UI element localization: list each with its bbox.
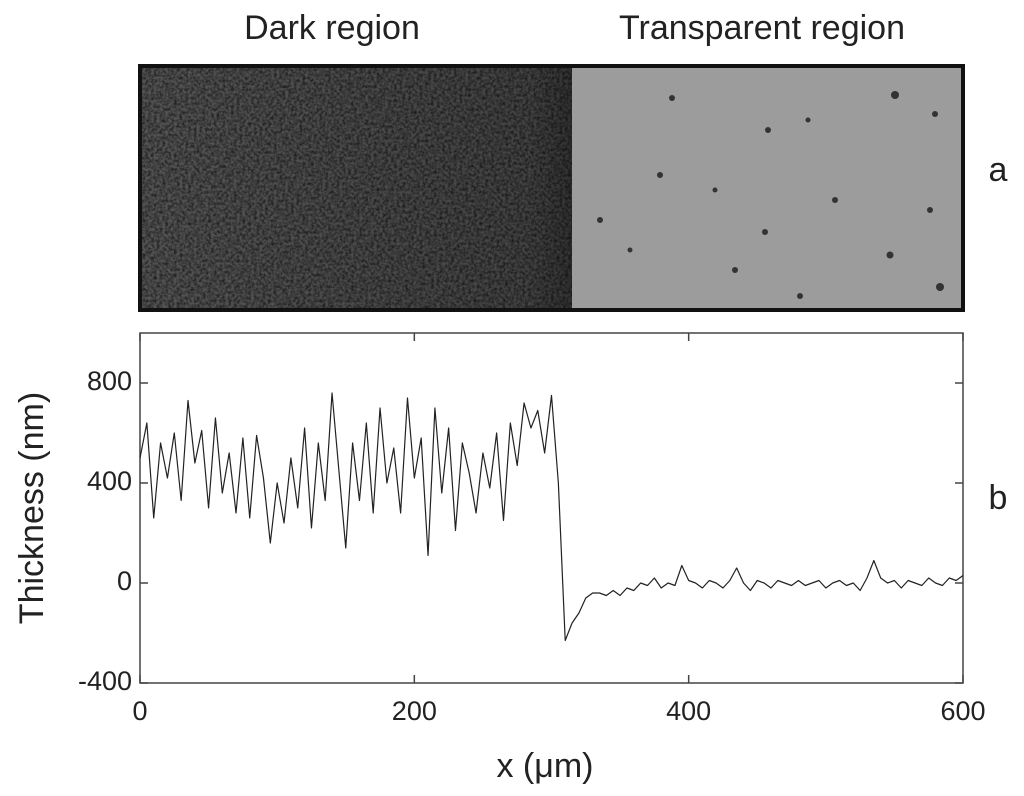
- x-axis-label: x (μm): [496, 747, 593, 785]
- y-tick-label: 0: [117, 566, 132, 596]
- y-tick-label: 400: [87, 466, 132, 496]
- region-label: Dark region: [244, 9, 420, 47]
- x-tick-label: 200: [392, 696, 437, 726]
- micrograph: [138, 64, 965, 312]
- x-tick-label: 0: [132, 696, 147, 726]
- panel-label: b: [989, 479, 1008, 517]
- panel-label: a: [989, 151, 1008, 189]
- region-label: Transparent region: [619, 9, 905, 47]
- x-tick-label: 600: [940, 696, 985, 726]
- y-axis-label: Thickness (nm): [13, 392, 51, 624]
- y-tick-label: 800: [87, 366, 132, 396]
- plot-frame: [139, 332, 964, 684]
- y-tick-label: -400: [78, 666, 132, 696]
- x-tick-label: 400: [666, 696, 711, 726]
- data-line: [139, 392, 964, 642]
